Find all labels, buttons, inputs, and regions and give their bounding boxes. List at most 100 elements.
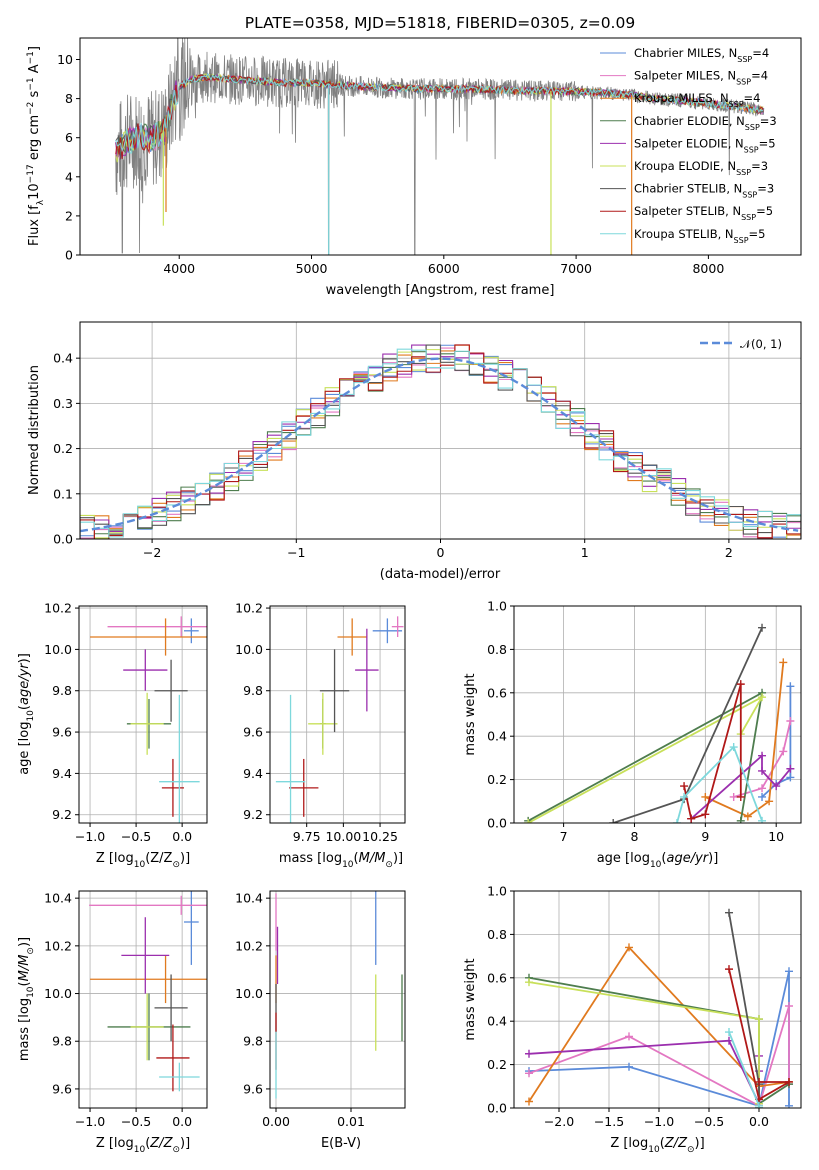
y-tick-label: 9.8 [243,1034,263,1049]
mw-line-km [704,662,785,818]
mw-marker-sm [785,1002,793,1011]
mw-marker-ke [758,693,767,702]
mw-marker-cm [786,682,795,691]
mw-line-ke [528,981,760,1104]
x-tick-label: −1.0 [644,1114,674,1129]
legend-label-ce: Chabrier ELODIE, NSSP=3 [634,114,777,132]
label-part: 10 [26,710,36,722]
mw-marker-se [525,1049,533,1058]
y-tick-label: 9.8 [52,1034,72,1049]
legend-label-cs: Chabrier STELIB, NSSP=3 [634,182,774,200]
legend-name: Kroupa STELIB, N [634,227,734,241]
plot-area [80,344,801,539]
y-tick-label: 4 [65,169,73,184]
label-part: ⊙ [172,1145,180,1155]
y-tick-label: 0.3 [53,396,73,411]
mw-marker-se [758,766,767,775]
y-tick-label: 10.4 [44,891,72,906]
legend-n: =4 [744,91,761,105]
mw-marker-cm [786,773,795,782]
mw-marker-ce [736,816,745,823]
legend-label-ks: Kroupa STELIB, NSSP=5 [634,227,765,245]
mw-marker-ss [687,814,696,823]
y-tick-label: 9.6 [243,1081,263,1096]
legend-sub: SSP [742,190,757,199]
mw-line-cm [761,686,792,798]
y-tick-label: 10.4 [235,891,263,906]
mw-marker-km [779,658,788,667]
x-tick-label: 0.0 [172,1114,192,1129]
y-tick-label: 9.4 [243,766,263,781]
label-part: ] [27,46,42,51]
y-tick-label: 10.2 [44,938,72,953]
label-part: −1 [26,51,36,64]
residual-x-label: (data-model)/error [380,567,501,582]
y-tick-label: 9.6 [52,725,72,740]
y-tick-label: 9.8 [243,683,263,698]
y-tick-label: 10.2 [44,601,72,616]
plot-area [115,38,765,255]
massEbv-x-label: E(B-V) [321,1136,361,1151]
label-part: Z/Z [664,1136,688,1151]
mw-marker-ke [525,978,533,987]
mw-marker-cm [625,1062,633,1071]
x-tick-label: −1.0 [75,829,105,844]
label-part: Z [log [96,1136,134,1151]
label-part: )] [17,653,32,663]
y-tick-label: 0.6 [487,685,507,700]
y-tick-label: 10.0 [44,642,72,657]
label-part: −1 [26,77,36,90]
plot-area [524,623,795,823]
mw-marker-sm [786,717,795,726]
mw-line-ss [683,683,742,820]
y-tick-label: 0.2 [487,1057,507,1072]
label-part: 10 [27,183,42,200]
mw-marker-ks [680,792,689,801]
legend-n: =4 [751,69,768,83]
y-tick-label: 9.6 [243,725,263,740]
mw-marker-cs [609,819,618,823]
mw-line-ks [728,1031,760,1108]
ageMass-x-label: mass [log10(M/M⊙)] [279,851,403,870]
mw-marker-ss [785,1077,793,1086]
mw-marker-cs [725,908,733,917]
label-part: age/yr [17,662,32,705]
mw-marker-ks [758,816,767,823]
label-part: ( [17,705,32,710]
figure-title: PLATE=0358, MJD=51818, FIBERID=0305, z=0… [245,14,635,32]
mw-marker-ke [524,819,533,823]
y-tick-label: 0.2 [487,772,507,787]
legend-n: =3 [751,159,768,173]
massweight_vs_Z-y-label: mass weight [463,958,478,1040]
mw-marker-km [765,797,774,806]
mw-marker-se [758,751,767,760]
x-tick-label: 1 [581,545,589,560]
plot-area [89,891,207,1092]
y-tick-label: 1.0 [487,599,507,614]
massZ-y-label: mass [log10(M/M⊙)] [17,937,36,1061]
y-tick-label: 8 [65,91,73,106]
label-part: λ [36,199,46,205]
x-tick-label: 10.25 [362,829,398,844]
massweight_vs_Z-x-label: Z [log10(Z/Z⊙)] [610,1136,704,1155]
ageZ-x-label: Z [log10(Z/Z⊙)] [96,851,190,870]
x-tick-label: 5000 [296,261,328,276]
label-part: 10 [134,860,146,870]
axes-massweight_vs_Z: −2.0 −1.5 −1.0 −0.5 0.0 0.0 0.2 0.4 0.6 0.8 1.0 Z [… [463,884,802,1155]
axes-frame [78,605,208,824]
y-tick-label: 0.1 [53,486,73,501]
x-tick-label: −0.5 [121,829,151,844]
mw-marker-ks [672,819,681,823]
spectrum-y-label: Flux [fλ10−17 erg cm−2 s−1 A−1] [26,46,46,246]
x-tick-label: −0.5 [694,1114,724,1129]
axes-frame [269,890,406,1109]
spectrum-x-label: wavelength [Angstrom, rest frame] [326,283,555,298]
label-part: s [27,90,42,101]
y-tick-label: 0.0 [487,816,507,831]
y-tick-label: 0.4 [487,1014,507,1029]
label-part: 10 [134,1145,146,1155]
label-part: ( [17,981,32,986]
y-tick-label: 1.0 [487,884,507,899]
mw-marker-se [772,782,781,791]
legend-name: Chabrier MILES, N [634,46,737,60]
